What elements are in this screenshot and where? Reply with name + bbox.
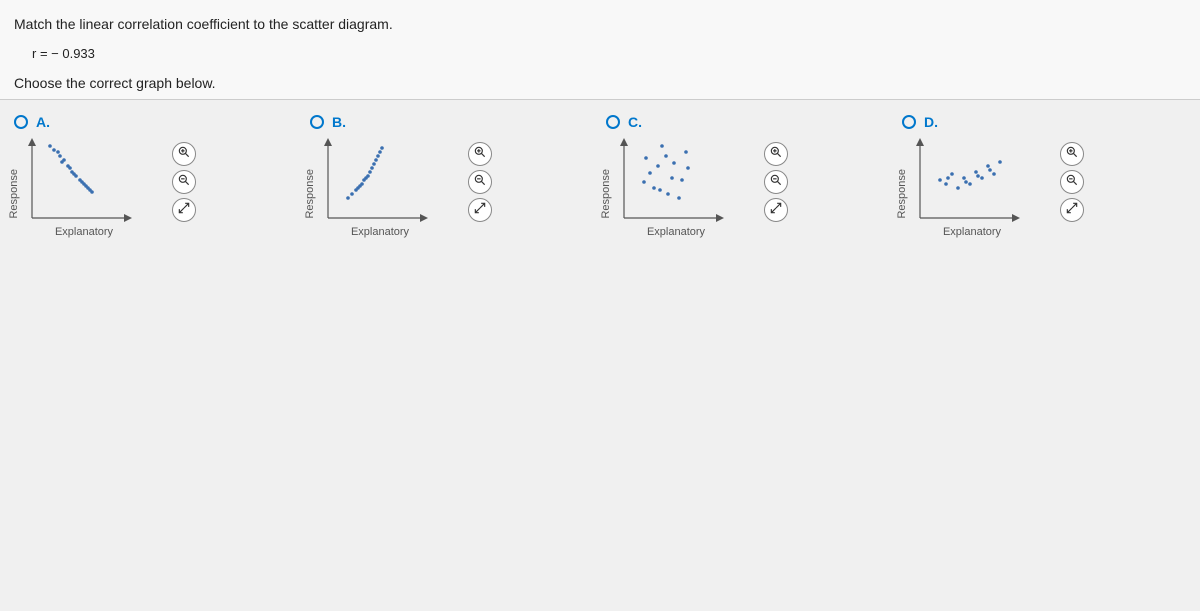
r-value-text: r = − 0.933 <box>32 46 1186 61</box>
zoom-out-button[interactable] <box>1060 170 1084 194</box>
y-axis-label: Response <box>8 157 20 219</box>
zoom-out-button[interactable] <box>764 170 788 194</box>
radio-a[interactable] <box>14 115 28 129</box>
choice-b: B. ResponseExplanatory <box>304 114 600 238</box>
choice-c: C. ResponseExplanatory <box>600 114 896 238</box>
choice-label: D. <box>924 114 938 130</box>
radio-c[interactable] <box>606 115 620 129</box>
choices-row: A. ResponseExplanatory B. ResponseExplanato… <box>0 100 1200 238</box>
scatter-plot-d <box>910 138 1020 228</box>
plot-container: ResponseExplanatory <box>896 138 1182 238</box>
tool-buttons <box>764 142 788 222</box>
tool-buttons <box>1060 142 1084 222</box>
zoom-out-icon <box>769 173 783 192</box>
choice-label: A. <box>36 114 50 130</box>
zoom-in-button[interactable] <box>1060 142 1084 166</box>
zoom-out-button[interactable] <box>468 170 492 194</box>
choice-label: B. <box>332 114 346 130</box>
zoom-out-icon <box>473 173 487 192</box>
expand-button[interactable] <box>468 198 492 222</box>
plot-container: ResponseExplanatory <box>304 138 590 238</box>
question-header: Match the linear correlation coefficient… <box>0 0 1200 100</box>
zoom-in-icon <box>769 145 783 164</box>
choice-header-c[interactable]: C. <box>600 114 886 130</box>
plot-container: ResponseExplanatory <box>600 138 886 238</box>
choice-header-d[interactable]: D. <box>896 114 1182 130</box>
expand-button[interactable] <box>1060 198 1084 222</box>
expand-icon <box>473 201 487 220</box>
zoom-out-icon <box>1065 173 1079 192</box>
zoom-out-button[interactable] <box>172 170 196 194</box>
expand-icon <box>177 201 191 220</box>
zoom-in-icon <box>473 145 487 164</box>
choice-header-a[interactable]: A. <box>8 114 294 130</box>
y-axis-label: Response <box>304 157 316 219</box>
choice-d: D. ResponseExplanatory <box>896 114 1192 238</box>
plot-container: ResponseExplanatory <box>8 138 294 238</box>
zoom-in-button[interactable] <box>764 142 788 166</box>
zoom-out-icon <box>177 173 191 192</box>
tool-buttons <box>468 142 492 222</box>
scatter-plot-b <box>318 138 428 228</box>
zoom-in-button[interactable] <box>172 142 196 166</box>
radio-d[interactable] <box>902 115 916 129</box>
zoom-in-icon <box>1065 145 1079 164</box>
expand-icon <box>769 201 783 220</box>
radio-b[interactable] <box>310 115 324 129</box>
choice-header-b[interactable]: B. <box>304 114 590 130</box>
choice-label: C. <box>628 114 642 130</box>
scatter-plot-a <box>22 138 132 228</box>
y-axis-label: Response <box>600 157 612 219</box>
instruction-text: Choose the correct graph below. <box>14 75 1186 91</box>
expand-button[interactable] <box>764 198 788 222</box>
zoom-in-icon <box>177 145 191 164</box>
scatter-plot-c <box>614 138 724 228</box>
expand-icon <box>1065 201 1079 220</box>
y-axis-label: Response <box>896 157 908 219</box>
choice-a: A. ResponseExplanatory <box>8 114 304 238</box>
prompt-text: Match the linear correlation coefficient… <box>14 16 1186 32</box>
zoom-in-button[interactable] <box>468 142 492 166</box>
expand-button[interactable] <box>172 198 196 222</box>
tool-buttons <box>172 142 196 222</box>
